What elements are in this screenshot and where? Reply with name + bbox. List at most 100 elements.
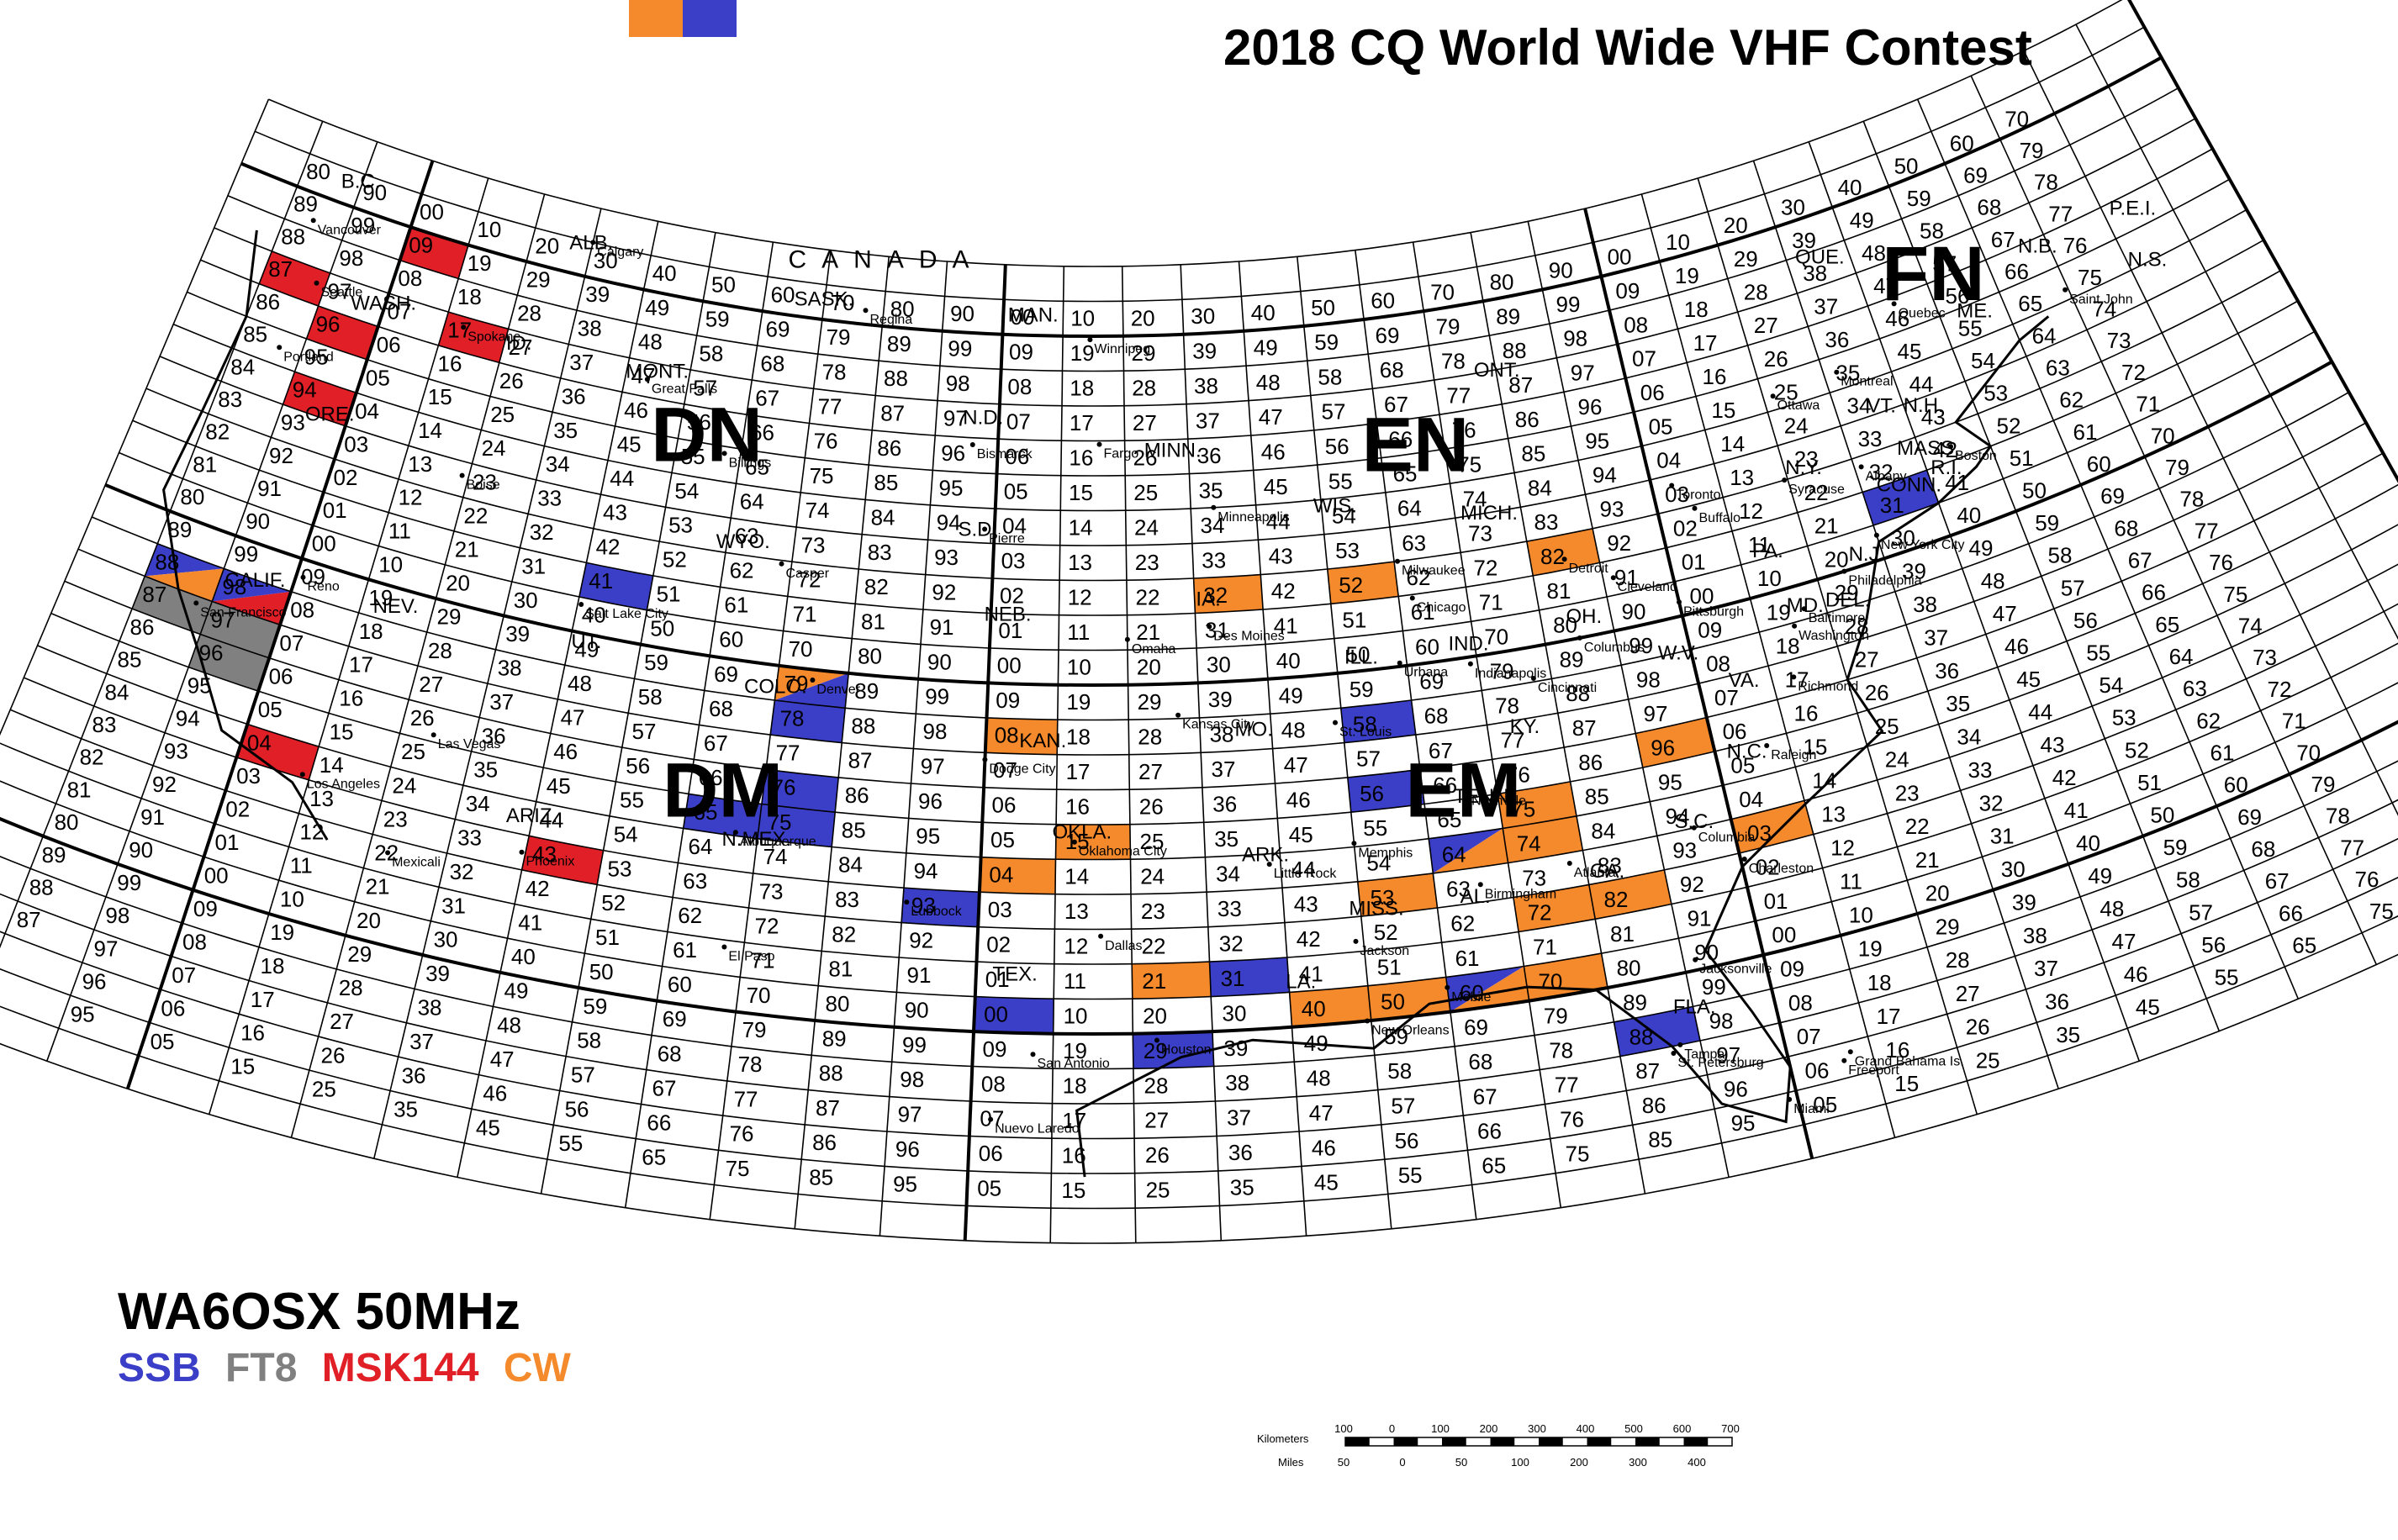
state-label: N.B. <box>2018 235 2057 257</box>
svg-text:17: 17 <box>1693 330 1718 356</box>
svg-text:94: 94 <box>937 510 961 535</box>
svg-text:90: 90 <box>246 509 270 534</box>
svg-text:47: 47 <box>561 705 585 730</box>
svg-text:91: 91 <box>930 614 954 640</box>
worked-squares-layer <box>132 0 1939 1069</box>
city-label: New Orleans <box>1371 1024 1449 1038</box>
svg-text:02: 02 <box>334 465 358 490</box>
svg-text:32: 32 <box>1869 460 1894 485</box>
city-label: Richmond <box>1798 679 1858 694</box>
svg-text:10: 10 <box>280 886 304 911</box>
svg-text:81: 81 <box>1610 921 1635 947</box>
svg-text:22: 22 <box>1905 814 1930 839</box>
svg-text:01: 01 <box>998 618 1022 643</box>
svg-text:68: 68 <box>1977 195 2001 220</box>
svg-text:22: 22 <box>1142 933 1166 958</box>
city-label: Albany <box>1866 469 1907 483</box>
state-label: MONT. <box>626 360 689 382</box>
svg-text:37: 37 <box>569 350 594 375</box>
city-label: Salt Lake City <box>585 607 668 621</box>
svg-text:49: 49 <box>1254 335 1278 360</box>
worked-square <box>1429 828 1503 873</box>
svg-text:20: 20 <box>446 571 470 596</box>
svg-text:39: 39 <box>425 961 450 986</box>
svg-text:45: 45 <box>2016 667 2041 692</box>
svg-text:32: 32 <box>1219 931 1244 956</box>
svg-text:40: 40 <box>652 261 677 286</box>
svg-text:92: 92 <box>152 772 177 797</box>
svg-text:62: 62 <box>1450 911 1475 936</box>
svg-text:03: 03 <box>1747 820 1772 846</box>
svg-text:07: 07 <box>1006 409 1031 434</box>
svg-text:70: 70 <box>831 290 855 315</box>
worked-square <box>1588 869 1672 920</box>
svg-text:98: 98 <box>1563 326 1587 351</box>
svg-text:67: 67 <box>755 385 779 410</box>
svg-text:27: 27 <box>1144 1108 1169 1133</box>
svg-text:19: 19 <box>1070 340 1095 366</box>
svg-text:48: 48 <box>638 330 663 355</box>
state-label: IA. <box>1196 588 1220 611</box>
svg-text:98: 98 <box>1636 667 1661 693</box>
svg-text:78: 78 <box>2179 487 2204 512</box>
svg-text:44: 44 <box>1909 372 1934 397</box>
svg-text:86: 86 <box>130 614 155 640</box>
svg-text:97: 97 <box>94 936 119 961</box>
city-label: Boston <box>1955 449 1997 463</box>
svg-text:41: 41 <box>1299 961 1323 986</box>
worked-square <box>1450 966 1529 1012</box>
svg-text:06: 06 <box>1723 719 1747 744</box>
state-label: PA. <box>1752 540 1783 562</box>
svg-text:46: 46 <box>1261 440 1286 465</box>
svg-text:90: 90 <box>129 837 153 862</box>
svg-text:76: 76 <box>772 775 796 800</box>
svg-text:08: 08 <box>1706 651 1730 677</box>
svg-text:79: 79 <box>827 324 851 350</box>
city-label: Des Moines <box>1213 629 1284 643</box>
svg-text:91: 91 <box>140 804 165 830</box>
svg-text:58: 58 <box>1387 1058 1412 1084</box>
svg-text:05: 05 <box>1004 478 1028 504</box>
mode-legend: SSB FT8 MSK144 CW <box>118 1345 584 1391</box>
svg-text:29: 29 <box>1138 689 1162 715</box>
svg-text:31: 31 <box>1205 617 1229 642</box>
svg-text:25: 25 <box>312 1076 336 1101</box>
svg-text:03: 03 <box>344 431 368 456</box>
worked-square <box>1367 977 1450 1021</box>
svg-text:96: 96 <box>941 440 965 466</box>
svg-text:24: 24 <box>482 435 506 461</box>
city-label: Charleston <box>1749 862 1814 876</box>
svg-text:49: 49 <box>1279 683 1303 708</box>
svg-text:90: 90 <box>1622 599 1646 624</box>
svg-text:79: 79 <box>1544 1004 1568 1029</box>
state-label: GA. <box>1590 860 1624 883</box>
svg-text:60: 60 <box>1460 980 1484 1005</box>
svg-text:05: 05 <box>990 827 1015 852</box>
svg-text:80: 80 <box>858 644 882 669</box>
svg-text:62: 62 <box>730 558 754 583</box>
svg-text:10: 10 <box>1666 229 1690 255</box>
svg-text:29: 29 <box>1936 914 1960 939</box>
svg-text:72: 72 <box>2268 677 2292 702</box>
svg-text:26: 26 <box>1966 1015 1990 1040</box>
svg-text:43: 43 <box>1921 404 1946 430</box>
worked-square <box>1526 528 1600 576</box>
city-label: Detroit <box>1569 562 1609 576</box>
svg-text:56: 56 <box>2201 932 2226 957</box>
svg-text:37: 37 <box>1924 625 1948 650</box>
svg-text:62: 62 <box>2196 708 2221 733</box>
svg-text:55: 55 <box>1398 1163 1423 1188</box>
city-label: Miami <box>1793 1102 1830 1116</box>
svg-text:60: 60 <box>1950 130 1974 156</box>
svg-text:99: 99 <box>1629 633 1653 658</box>
worked-square <box>212 591 292 625</box>
svg-text:41: 41 <box>1945 470 1969 495</box>
svg-text:84: 84 <box>230 354 255 379</box>
svg-text:41: 41 <box>589 568 613 593</box>
svg-text:34: 34 <box>546 451 570 477</box>
state-label: VT. <box>1867 394 1896 417</box>
city-label: Winnipeg <box>1094 342 1150 356</box>
svg-text:88: 88 <box>29 875 54 900</box>
svg-text:96: 96 <box>1651 736 1675 761</box>
